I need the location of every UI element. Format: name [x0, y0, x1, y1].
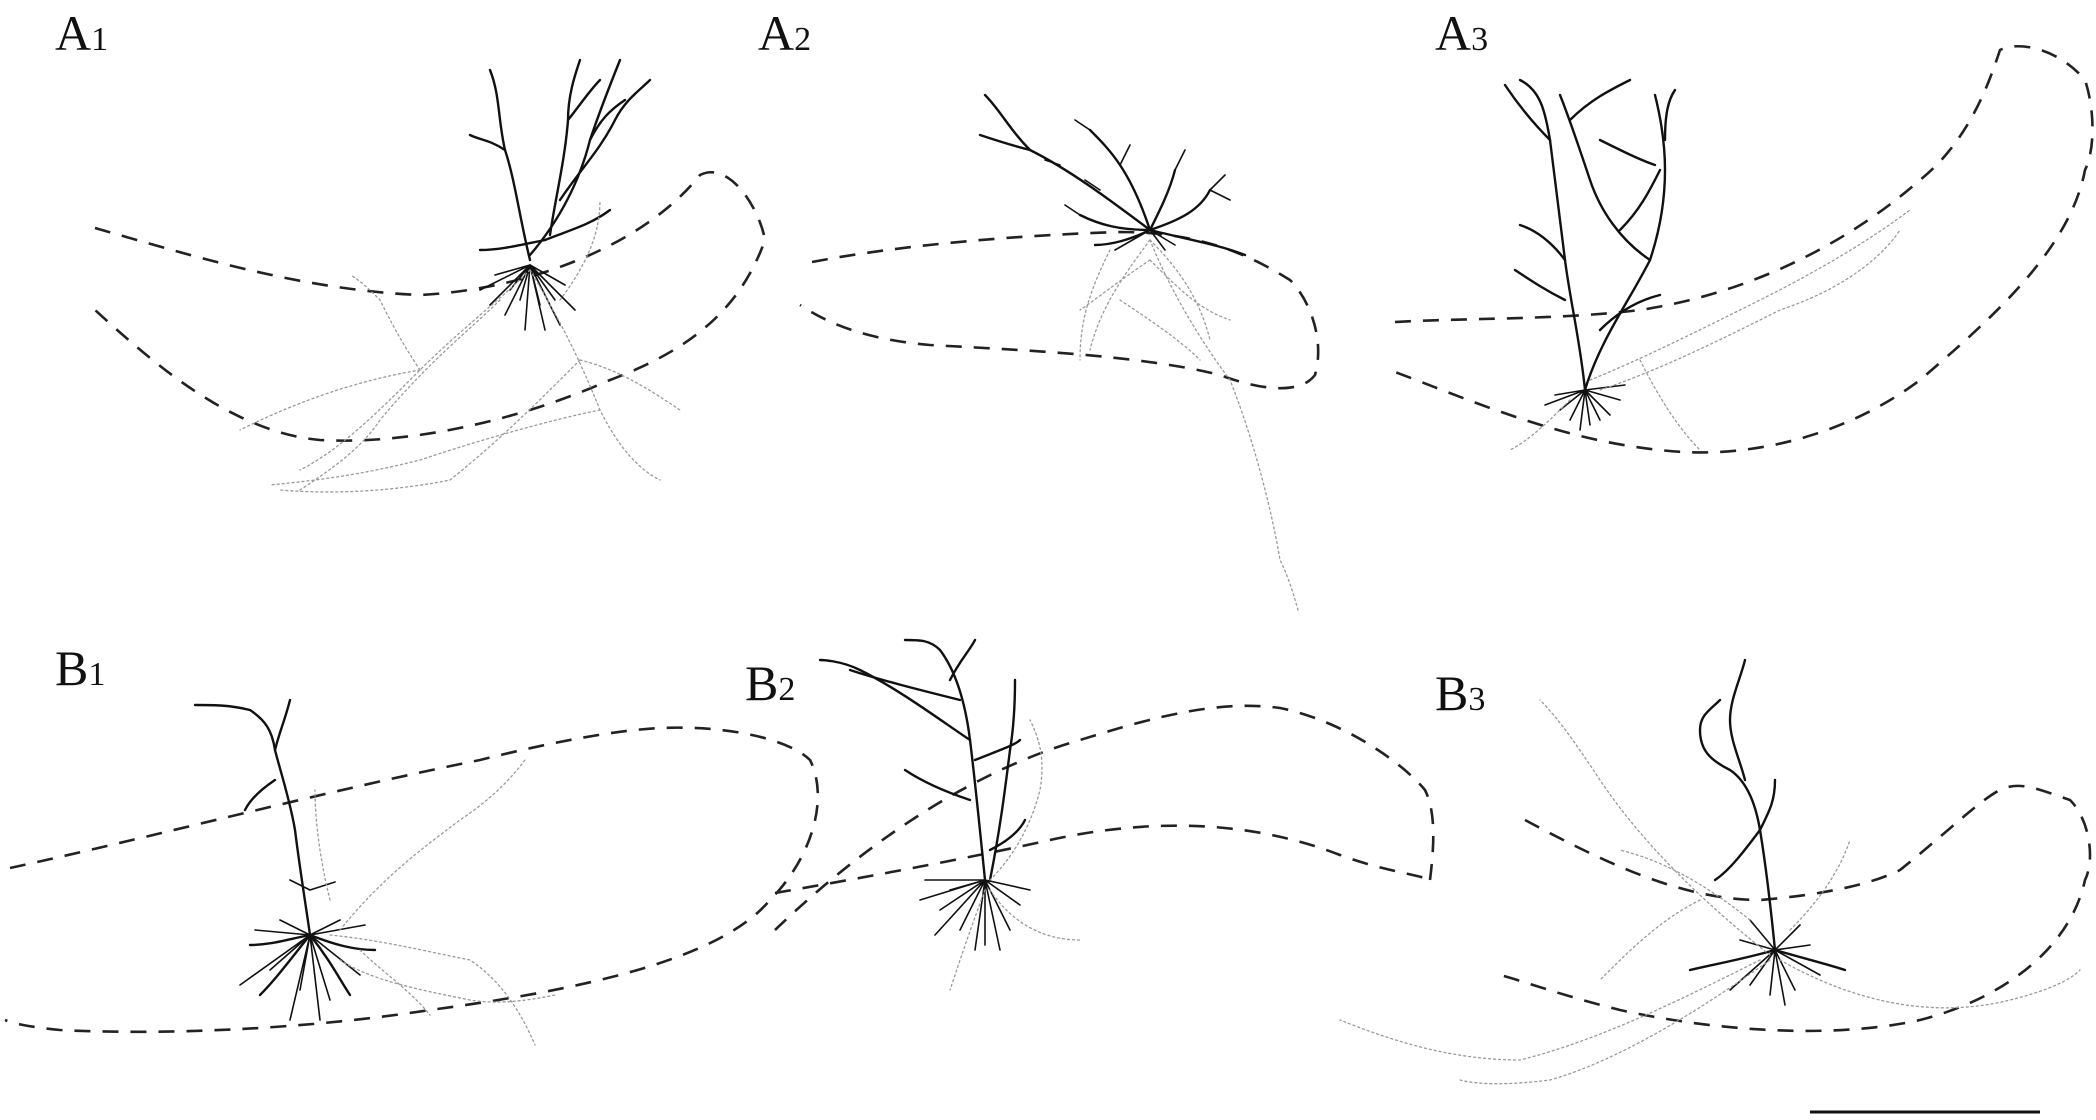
panel-B3: B3: [1339, 658, 2092, 1085]
neuron-A2: [978, 93, 1247, 257]
region-outline-A2: [799, 230, 1320, 390]
region-outline-B1: [4, 726, 820, 1034]
panel-A2: A2: [758, 5, 1320, 611]
region-outline-A3: [1394, 44, 2094, 454]
axon-B1: [314, 759, 556, 1046]
panel-label-B1: B1: [55, 640, 105, 696]
region-outline-A1: [94, 171, 767, 442]
panel-label-B2: B2: [745, 655, 795, 711]
panel-A3: A3: [1394, 5, 2094, 454]
axon-A3: [1509, 209, 1911, 451]
panel-B1: B1: [4, 640, 820, 1046]
axon-B2: [949, 719, 1081, 991]
panel-label-A3: A3: [1435, 5, 1488, 61]
neuron-B3: [1688, 658, 1847, 1006]
axon-A1: [239, 199, 681, 493]
panel-A1: A1: [55, 5, 767, 493]
panel-B2: B2: [745, 638, 1435, 991]
region-outline-B3: [1499, 784, 2092, 1033]
neuron-A1: [468, 58, 652, 331]
panel-label-B3: B3: [1435, 665, 1485, 721]
neuron-A3: [1503, 78, 1677, 431]
region-outline-B2: [774, 704, 1435, 931]
axon-A2: [1079, 239, 1299, 611]
panel-label-A2: A2: [758, 5, 811, 61]
neuron-B2: [818, 638, 1031, 951]
panel-label-A1: A1: [55, 5, 108, 61]
neuron-B1: [193, 698, 377, 1021]
axon-B3: [1339, 699, 2081, 1085]
